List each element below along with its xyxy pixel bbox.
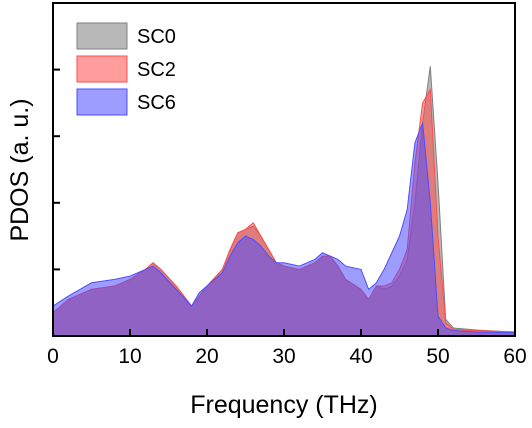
x-tick-label: 60: [503, 345, 526, 368]
x-tick-label: 30: [272, 345, 295, 368]
x-tick-label: 20: [195, 345, 218, 368]
x-axis-title: Frequency (THz): [190, 391, 378, 419]
area: [52, 122, 516, 337]
legend-swatch: [76, 55, 128, 83]
legend-swatch: [76, 88, 128, 116]
x-tick-label: 10: [118, 345, 141, 368]
legend-label: SC0: [137, 26, 176, 48]
x-tick-label: 50: [426, 345, 449, 368]
y-axis-title: PDOS (a. u.): [6, 98, 34, 241]
x-tick-label: 0: [47, 345, 59, 368]
legend-label: SC2: [137, 59, 176, 81]
legend-swatch: [76, 22, 128, 50]
legend-label: SC6: [137, 92, 176, 114]
x-tick-label: 40: [349, 345, 372, 368]
